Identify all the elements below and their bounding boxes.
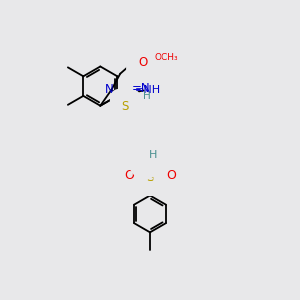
Text: H: H bbox=[143, 92, 151, 101]
Text: =NH: =NH bbox=[135, 85, 161, 94]
Text: S: S bbox=[122, 100, 129, 113]
Text: OCH₃: OCH₃ bbox=[154, 53, 178, 62]
Text: H: H bbox=[149, 150, 157, 160]
Text: O: O bbox=[124, 169, 134, 182]
Text: N: N bbox=[105, 82, 113, 96]
Text: S: S bbox=[146, 170, 154, 184]
Text: =N: =N bbox=[132, 82, 151, 95]
Text: O: O bbox=[166, 169, 176, 182]
Text: O: O bbox=[142, 152, 152, 164]
Text: O: O bbox=[138, 56, 147, 69]
